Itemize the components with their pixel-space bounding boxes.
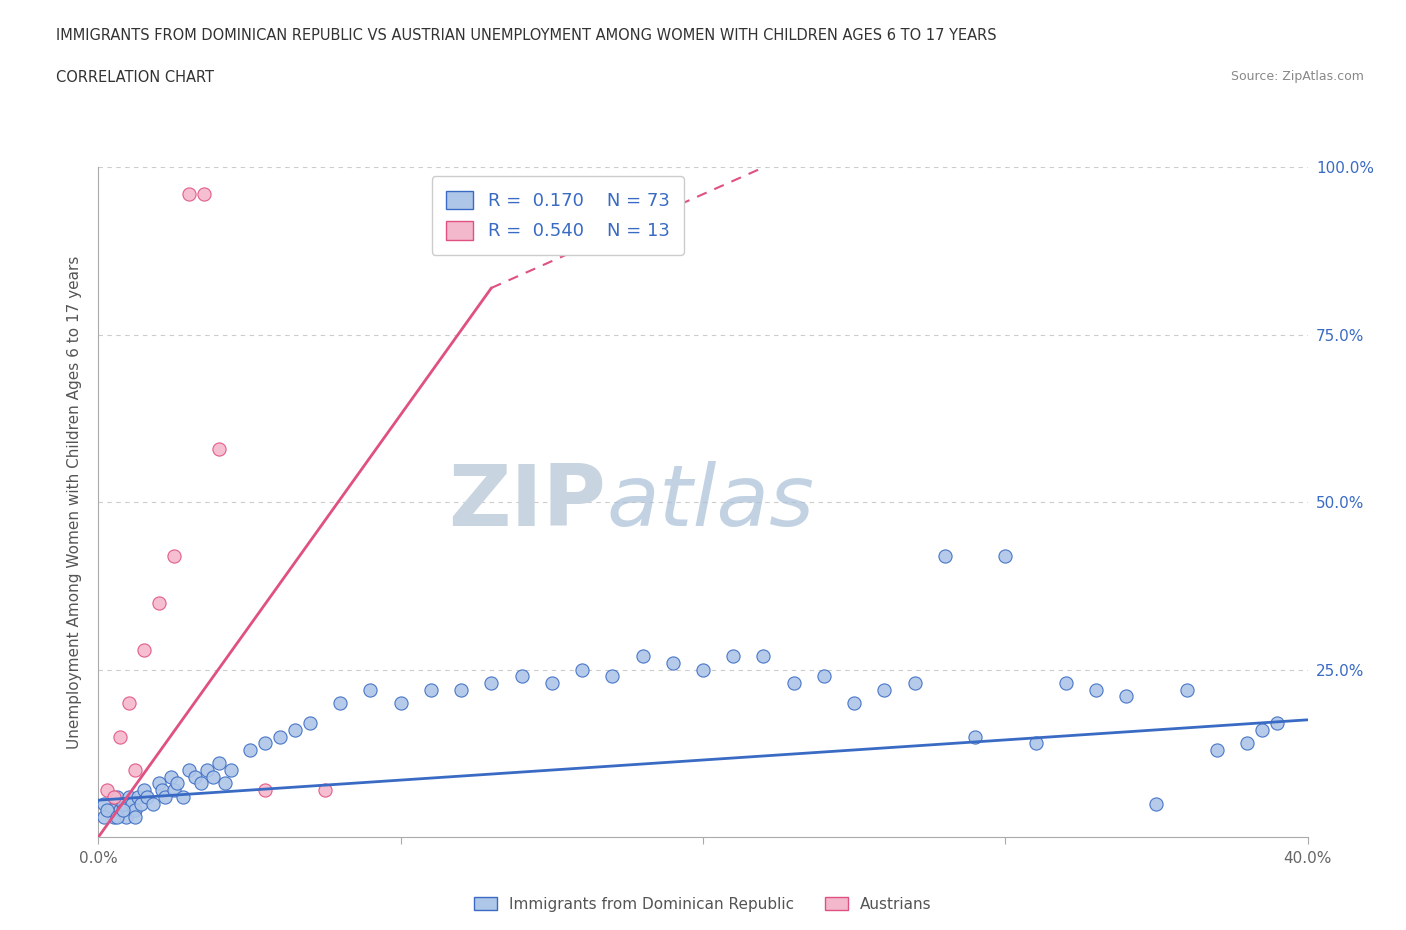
Point [450, 683, 472, 698]
Point [202, 769, 225, 784]
Point [284, 723, 307, 737]
Point [1206, 742, 1229, 757]
Point [148, 595, 170, 610]
Point [420, 683, 443, 698]
Point [142, 796, 165, 811]
Point [150, 783, 173, 798]
Point [184, 769, 207, 784]
Point [105, 809, 128, 824]
Point [329, 696, 352, 711]
Text: CORRELATION CHART: CORRELATION CHART [56, 70, 214, 85]
Point [148, 776, 170, 790]
Point [389, 696, 412, 711]
Point [1251, 723, 1274, 737]
Point [118, 790, 141, 804]
Point [661, 656, 683, 671]
Point [108, 803, 131, 817]
Point [160, 769, 183, 784]
Point [195, 763, 218, 777]
Point [253, 736, 276, 751]
Text: Source: ZipAtlas.com: Source: ZipAtlas.com [1230, 70, 1364, 83]
Point [813, 669, 835, 684]
Point [253, 783, 276, 798]
Point [844, 696, 866, 711]
Point [239, 742, 262, 757]
Point [994, 549, 1017, 564]
Point [93, 796, 115, 811]
Point [571, 662, 593, 677]
Point [153, 790, 176, 804]
Point [129, 796, 152, 811]
Point [121, 796, 143, 811]
Point [602, 669, 624, 684]
Point [1085, 683, 1108, 698]
Point [96, 783, 118, 798]
Point [124, 809, 146, 824]
Point [214, 776, 236, 790]
Text: atlas: atlas [606, 460, 814, 544]
Point [783, 675, 806, 690]
Text: IMMIGRANTS FROM DOMINICAN REPUBLIC VS AUSTRIAN UNEMPLOYMENT AMONG WOMEN WITH CHI: IMMIGRANTS FROM DOMINICAN REPUBLIC VS AU… [56, 28, 997, 43]
Point [132, 642, 155, 657]
Point [111, 803, 134, 817]
Point [269, 729, 291, 744]
Point [118, 696, 141, 711]
Point [163, 783, 186, 798]
Point [103, 790, 125, 804]
Point [124, 763, 146, 777]
Point [127, 790, 149, 804]
Point [124, 803, 146, 817]
Point [904, 675, 927, 690]
Point [108, 729, 131, 744]
Point [1144, 796, 1167, 811]
Point [1267, 716, 1289, 731]
Point [190, 776, 212, 790]
Point [631, 649, 654, 664]
Point [179, 763, 201, 777]
Point [103, 809, 125, 824]
Point [299, 716, 322, 731]
Point [934, 549, 956, 564]
Point [100, 803, 122, 817]
Point [360, 683, 382, 698]
Point [1024, 736, 1046, 751]
Point [172, 790, 194, 804]
Point [166, 776, 188, 790]
Point [114, 809, 136, 824]
Point [1054, 675, 1077, 690]
Point [1175, 683, 1198, 698]
Point [314, 783, 336, 798]
Point [481, 675, 503, 690]
Point [873, 683, 896, 698]
Point [93, 809, 115, 824]
Point [179, 187, 201, 202]
Point [723, 649, 745, 664]
Legend: Immigrants from Dominican Republic, Austrians: Immigrants from Dominican Republic, Aust… [468, 890, 938, 918]
Point [692, 662, 714, 677]
Point [208, 756, 231, 771]
Point [540, 675, 562, 690]
Point [163, 549, 186, 564]
Y-axis label: Unemployment Among Women with Children Ages 6 to 17 years: Unemployment Among Women with Children A… [67, 256, 83, 749]
Point [132, 783, 155, 798]
Point [1115, 689, 1137, 704]
Point [1236, 736, 1258, 751]
Point [105, 790, 128, 804]
Point [752, 649, 775, 664]
Point [510, 669, 533, 684]
Point [111, 796, 134, 811]
Point [135, 790, 157, 804]
Point [965, 729, 987, 744]
Point [221, 763, 243, 777]
Legend: R =  0.170    N = 73, R =  0.540    N = 13: R = 0.170 N = 73, R = 0.540 N = 13 [432, 177, 685, 255]
Text: ZIP: ZIP [449, 460, 606, 544]
Point [208, 441, 231, 456]
Point [193, 187, 215, 202]
Point [96, 803, 118, 817]
